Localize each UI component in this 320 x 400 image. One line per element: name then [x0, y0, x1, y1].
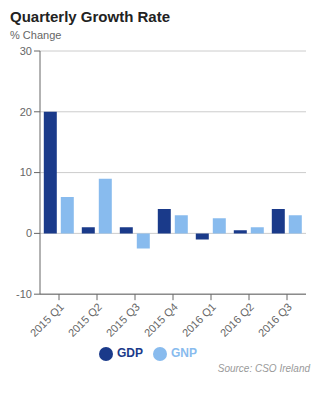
svg-text:20: 20 [20, 106, 32, 118]
svg-text:2015 Q4: 2015 Q4 [142, 301, 180, 339]
svg-text:-10: -10 [16, 288, 32, 300]
html-text:% Change: % Change [10, 29, 62, 41]
svg-text:2015 Q3: 2015 Q3 [104, 301, 142, 339]
html-text:Quarterly Growth Rate: Quarterly Growth Rate [10, 8, 170, 25]
svg-text:0: 0 [26, 227, 32, 239]
html-text:Source: CSO Ireland: Source: CSO Ireland [217, 363, 310, 374]
html-text:GNP: GNP [171, 346, 197, 361]
svg-text:2015 Q1: 2015 Q1 [28, 301, 66, 339]
svg-text:10: 10 [20, 166, 32, 178]
svg-text:30: 30 [20, 45, 32, 57]
svg-text:2016 Q1: 2016 Q1 [180, 301, 218, 339]
svg-text:2016 Q2: 2016 Q2 [218, 301, 256, 339]
svg-text:2015 Q2: 2015 Q2 [66, 301, 104, 339]
svg-text:2016 Q3: 2016 Q3 [256, 301, 294, 339]
html-text:GDP: GDP [117, 346, 143, 361]
